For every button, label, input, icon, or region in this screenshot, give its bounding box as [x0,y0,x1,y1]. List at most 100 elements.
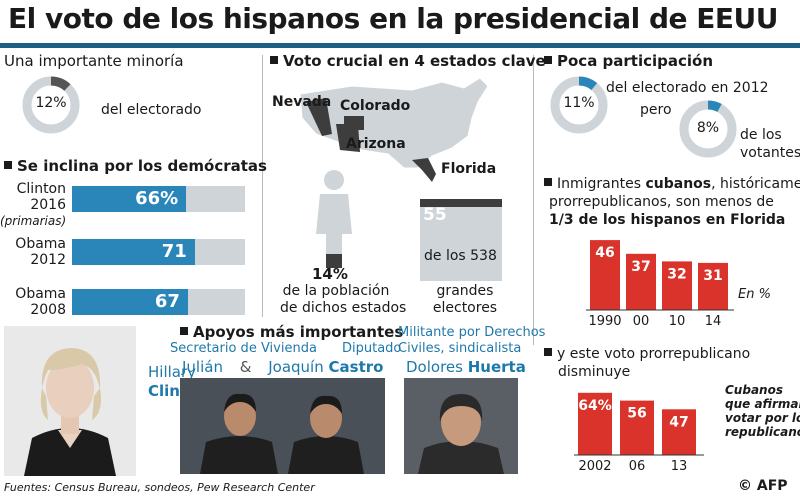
dems-bar-track: 66% [72,186,245,212]
cubans-line2: prorrepublicanos, son menos de [549,194,774,210]
chart-category-label: 2002 [578,459,611,474]
decline-note-line: Cubanos [725,383,783,397]
castro-name: Julián & Joaquín Castro [182,358,383,376]
minority-label: del electorado [101,102,202,118]
dems-row-year: 2016 [30,197,66,213]
nevada-shape [306,98,332,136]
castro-last: Castro [328,358,384,376]
supports-heading: Apoyos más importantes [180,323,403,341]
chart-category-label: 14 [705,314,722,329]
electors-square [420,199,502,281]
castro-first1: Julián [182,358,223,376]
cubans-line3: 1/3 de los hispanos en Florida [549,212,786,228]
chart-bar [578,392,612,455]
participation-pct1: 11% [563,95,595,111]
hillary-photo [4,326,136,476]
arizona-shape [336,124,360,152]
chart-bar [662,409,696,455]
decline-note-line: que afirman [725,397,800,411]
participation-label1: del electorado en 2012 [606,80,769,96]
participation-pct2: 8% [696,120,720,136]
huerta-first: Dolores [406,358,463,376]
castro-photo-illustration [180,378,385,474]
decline-note-line: votar por los [725,411,800,425]
huerta-last: Huerta [467,358,526,376]
chart-bar [626,253,656,310]
dems-row-label: Obama 2012 [0,236,66,268]
dems-row-name: Obama [15,236,66,252]
chart-category-label: 10 [669,314,686,329]
decline-note-line: republicanos [725,425,800,439]
electors-label-line: electores [432,300,498,316]
cubans-chart: 46 1990 37 00 32 10 31 14 [586,240,734,329]
bullet-square [544,348,552,356]
pop-label-line: de la población [282,283,390,299]
us-map [299,77,489,182]
castro-role1: Secretario de Vivienda [170,341,317,356]
pop-label-line: de dichos estados [280,300,407,316]
column-divider [262,55,263,317]
chart-category-label: 1990 [588,314,621,329]
huerta-photo-illustration [404,378,518,474]
electors-fill [420,199,502,208]
decline-line1: y este voto prorrepublicano [544,345,750,363]
state-label: Florida [441,161,497,177]
chart-value-label: 32 [667,266,686,282]
participation-heading: Poca participación [544,52,713,70]
crucial-heading-text: Voto crucial en 4 estados clave [283,52,546,70]
dems-bar: 71 [72,239,195,265]
electors-label-line: grandes [436,283,494,299]
decline-note: Cubanos que afirman votar por los republ… [725,383,800,439]
title-rule [0,43,800,48]
chart-category-label: 06 [629,459,646,474]
huerta-role: Militante por Derechos Civiles, sindical… [398,325,545,357]
participation-donut-1 [550,76,608,134]
electors-label: grandes electores [424,283,506,317]
ampersand: & [239,358,252,376]
dems-bar-track: 71 [72,239,245,265]
dems-bar: 67 [72,289,188,315]
column-divider [533,55,534,345]
crucial-heading: Voto crucial en 4 estados clave [270,52,546,70]
chart-value-label: 37 [631,259,650,275]
huerta-photo [404,378,518,474]
chart-value-label: 46 [595,245,614,261]
florida-shape [412,158,436,182]
page-title: El voto de los hispanos en la presidenci… [8,2,779,35]
bullet-square [544,56,552,64]
pop-pct: 14% [312,265,348,283]
decline-line2: disminuye [558,364,631,380]
colorado-shape [344,116,364,130]
dems-row-name: Clinton [16,181,66,197]
bullet-square [270,56,278,64]
chart-category-label: 13 [671,459,688,474]
state-label: Colorado [340,98,411,114]
minority-heading: Una importante minoría [4,52,184,70]
bullet-square [180,327,188,335]
dems-heading: Se inclina por los demócratas [4,157,267,175]
huerta-role-line: Militante por Derechos [398,325,546,340]
state-label: Nevada [272,94,332,110]
dems-row-name: Obama [15,286,66,302]
footer-sources: Fuentes: Census Bureau, sondeos, Pew Res… [4,481,315,494]
dems-row-label: Obama 2008 [0,286,66,318]
castro-role2: Diputado [342,341,402,356]
minority-donut [22,76,80,134]
decline-text: y este voto prorrepublicano disminuye [544,345,750,381]
chart-bar [698,262,728,310]
bullet-square [544,178,552,186]
chart-value-label: 56 [627,406,646,422]
hillary-first-name: Hillary [148,363,197,381]
dems-bar: 66% [72,186,187,212]
chart-bar [620,400,654,455]
decline-chart: 64% 2002 56 06 47 13 [574,392,704,474]
decline-line1-text: y este voto prorrepublicano [557,346,751,362]
huerta-name: Dolores Huerta [406,358,526,376]
dems-heading-text: Se inclina por los demócratas [17,157,267,175]
castro-photo [180,378,385,474]
electors-num: 55 [423,205,447,225]
dems-bar-track: 67 [72,289,245,315]
dems-row-note: (primarias) [0,214,67,228]
dems-row-year: 2008 [30,302,66,318]
chart-bar [662,261,692,310]
